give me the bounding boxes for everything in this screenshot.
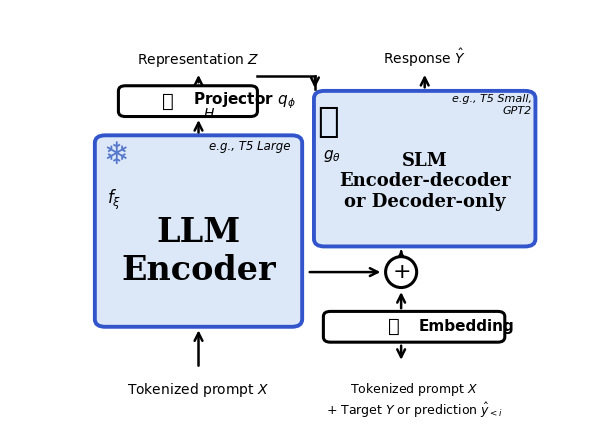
FancyBboxPatch shape [314,91,536,246]
FancyBboxPatch shape [95,135,302,327]
Text: $f_{\xi}$: $f_{\xi}$ [106,188,121,212]
Text: 🔥: 🔥 [317,105,339,139]
Text: Tokenized prompt $X$
+ Target $Y$ or prediction $\hat{y}_{<i}$: Tokenized prompt $X$ + Target $Y$ or pre… [326,381,503,420]
Text: e.g., T5 Small,
GPT2: e.g., T5 Small, GPT2 [452,94,531,116]
Text: SLM
Encoder-decoder
or Decoder-only: SLM Encoder-decoder or Decoder-only [339,152,511,211]
Text: $+$: $+$ [392,262,410,282]
Text: Representation $Z$: Representation $Z$ [137,51,260,69]
Text: Response $\hat{Y}$: Response $\hat{Y}$ [383,47,466,69]
Text: 🔥: 🔥 [162,91,174,111]
FancyBboxPatch shape [119,86,257,116]
Text: $H$: $H$ [203,107,215,121]
Text: Projector $q_{\phi}$: Projector $q_{\phi}$ [193,91,295,111]
Text: ❄: ❄ [103,141,129,170]
Text: LLM
Encoder: LLM Encoder [121,216,276,287]
Text: $g_{\theta}$: $g_{\theta}$ [323,148,341,164]
Ellipse shape [385,257,416,288]
FancyBboxPatch shape [323,311,505,342]
Text: Embedding: Embedding [419,319,514,334]
Text: 🔥: 🔥 [388,317,400,336]
Text: e.g., T5 Large: e.g., T5 Large [209,140,291,154]
Text: Tokenized prompt $X$: Tokenized prompt $X$ [128,381,269,399]
